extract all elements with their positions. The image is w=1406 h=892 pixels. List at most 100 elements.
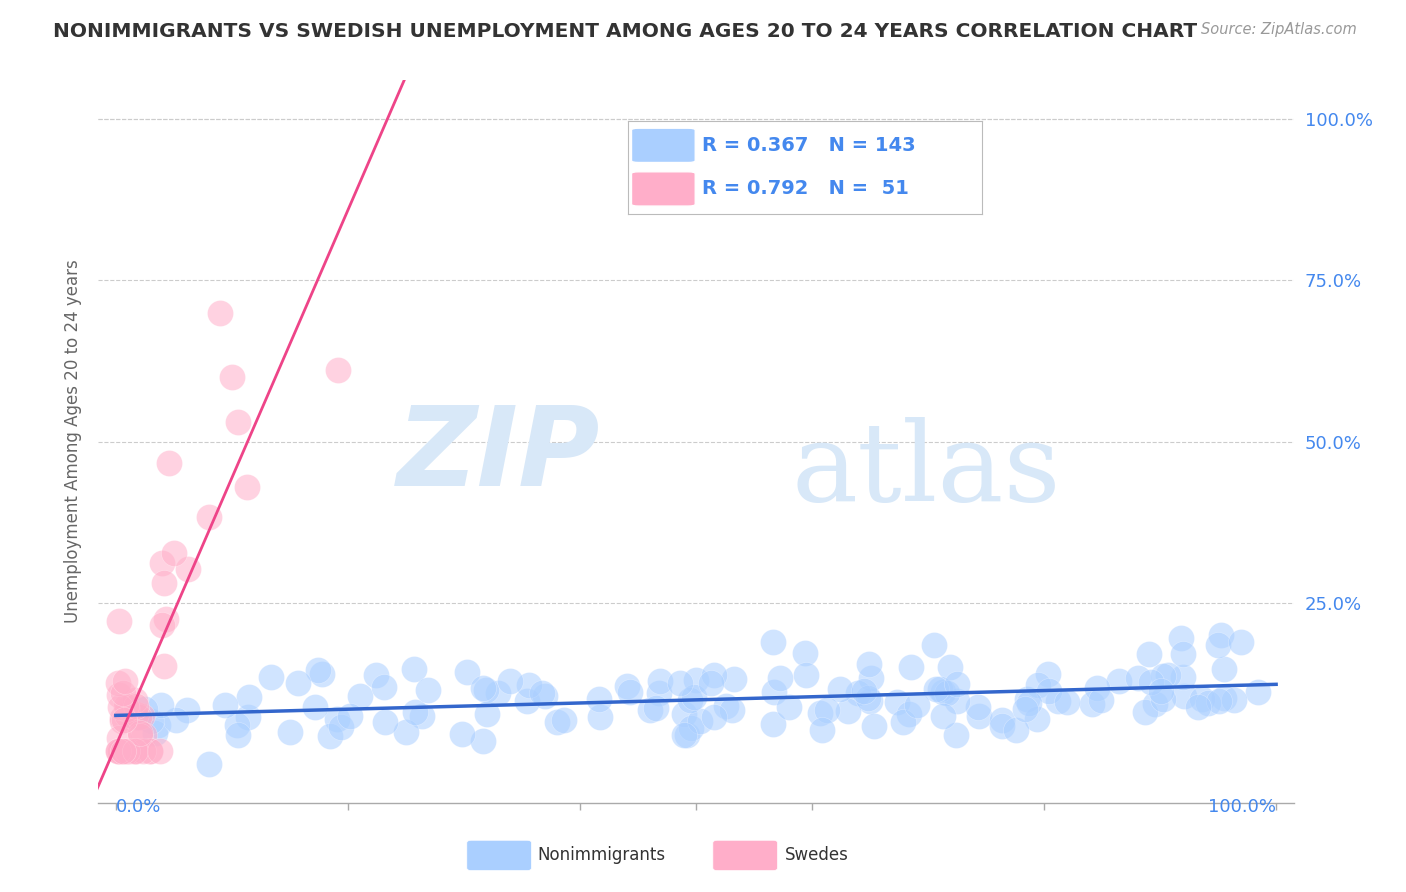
Point bbox=[644, 700, 666, 714]
Point bbox=[125, 710, 148, 724]
Point bbox=[714, 699, 737, 714]
Point bbox=[859, 671, 882, 685]
Point bbox=[124, 693, 146, 707]
Point bbox=[966, 700, 988, 714]
Point bbox=[416, 682, 439, 697]
Point bbox=[411, 709, 433, 723]
Point bbox=[673, 728, 696, 742]
Point bbox=[648, 686, 671, 700]
Point bbox=[134, 701, 156, 715]
Point bbox=[124, 744, 146, 758]
Point bbox=[129, 725, 152, 739]
Point bbox=[1206, 638, 1229, 652]
Point bbox=[330, 720, 353, 734]
Point bbox=[1018, 697, 1040, 711]
Point bbox=[112, 744, 135, 758]
Point bbox=[238, 690, 260, 705]
Point bbox=[905, 698, 928, 712]
Point bbox=[1144, 698, 1167, 712]
Point bbox=[530, 686, 553, 700]
Point bbox=[150, 698, 173, 712]
Point bbox=[107, 676, 129, 690]
Point bbox=[1152, 669, 1174, 683]
Point bbox=[1208, 694, 1230, 708]
Point bbox=[1187, 699, 1209, 714]
Point bbox=[778, 699, 800, 714]
Point bbox=[837, 704, 859, 718]
Point bbox=[762, 634, 785, 648]
Point bbox=[108, 688, 131, 702]
Point bbox=[830, 682, 852, 697]
Point bbox=[900, 659, 922, 673]
Y-axis label: Unemployment Among Ages 20 to 24 years: Unemployment Among Ages 20 to 24 years bbox=[63, 260, 82, 624]
Point bbox=[131, 708, 153, 723]
Point bbox=[925, 681, 948, 696]
Point bbox=[852, 684, 875, 698]
Point bbox=[198, 757, 221, 772]
Point bbox=[990, 719, 1012, 733]
Point bbox=[125, 699, 148, 714]
Point bbox=[1014, 701, 1036, 715]
Point bbox=[703, 709, 725, 723]
Point bbox=[124, 744, 146, 758]
Point bbox=[472, 734, 495, 748]
Point bbox=[307, 663, 329, 677]
Point bbox=[311, 666, 333, 681]
Point bbox=[862, 719, 884, 733]
Point bbox=[638, 703, 661, 717]
Point bbox=[685, 673, 707, 687]
Text: ZIP: ZIP bbox=[396, 402, 600, 509]
Point bbox=[891, 714, 914, 729]
Text: atlas: atlas bbox=[792, 417, 1062, 524]
Point bbox=[1137, 647, 1160, 661]
Point bbox=[946, 677, 969, 691]
Point bbox=[679, 692, 702, 706]
Text: R = 0.367   N = 143: R = 0.367 N = 143 bbox=[703, 136, 915, 155]
Point bbox=[326, 362, 349, 376]
Point bbox=[150, 618, 173, 632]
Point bbox=[1108, 673, 1130, 688]
Point bbox=[128, 709, 150, 723]
Point bbox=[1197, 696, 1219, 710]
Point bbox=[287, 676, 309, 690]
Point bbox=[148, 744, 170, 758]
Point bbox=[932, 685, 955, 699]
Point bbox=[675, 727, 697, 741]
Point bbox=[703, 667, 725, 681]
Point bbox=[108, 731, 131, 746]
Point bbox=[325, 712, 347, 726]
Point bbox=[589, 710, 612, 724]
Point bbox=[700, 676, 723, 690]
Point bbox=[1056, 695, 1078, 709]
Point bbox=[108, 744, 131, 758]
Point bbox=[922, 638, 945, 652]
Point bbox=[886, 695, 908, 709]
Point bbox=[117, 702, 139, 716]
Point bbox=[108, 700, 131, 714]
Point bbox=[794, 668, 817, 682]
Point bbox=[259, 670, 281, 684]
Point bbox=[115, 699, 138, 714]
Point bbox=[366, 668, 388, 682]
Point bbox=[107, 744, 129, 758]
Point bbox=[762, 717, 785, 731]
Point bbox=[111, 714, 134, 729]
Point bbox=[858, 657, 880, 671]
Point bbox=[146, 717, 169, 731]
Text: Nonimmigrants: Nonimmigrants bbox=[537, 847, 665, 864]
Text: NONIMMIGRANTS VS SWEDISH UNEMPLOYMENT AMONG AGES 20 TO 24 YEARS CORRELATION CHAR: NONIMMIGRANTS VS SWEDISH UNEMPLOYMENT AM… bbox=[53, 22, 1198, 41]
Point bbox=[928, 681, 950, 696]
Point bbox=[1171, 670, 1194, 684]
Point bbox=[811, 723, 834, 738]
Point bbox=[139, 744, 162, 758]
Point bbox=[1173, 648, 1195, 662]
Point bbox=[111, 744, 134, 758]
Point bbox=[856, 690, 879, 705]
Point bbox=[404, 705, 426, 719]
Text: 0.0%: 0.0% bbox=[115, 798, 162, 816]
Point bbox=[1126, 671, 1149, 685]
Point bbox=[1025, 712, 1047, 726]
Point bbox=[165, 713, 187, 727]
Point bbox=[1213, 661, 1236, 675]
Point bbox=[1213, 690, 1236, 705]
